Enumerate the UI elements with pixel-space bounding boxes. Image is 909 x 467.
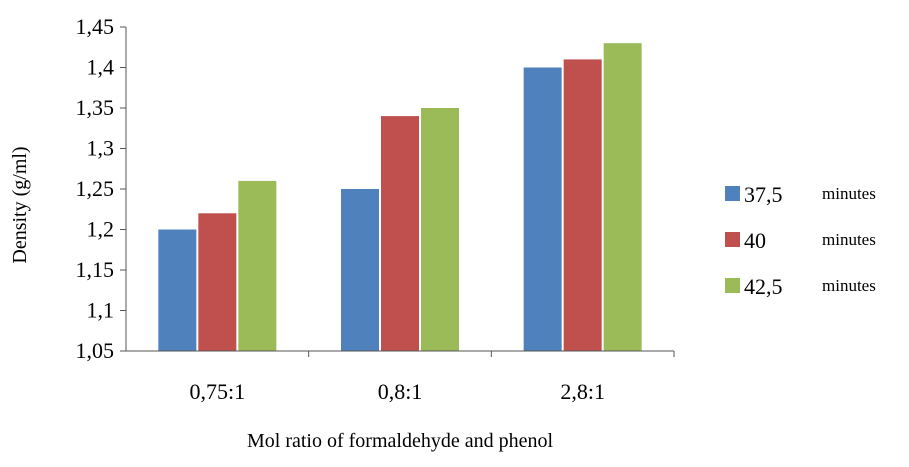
y-tick-label: 1,15 [76,257,115,282]
legend-swatch [725,232,740,247]
y-tick-label: 1,2 [87,217,115,242]
y-tick-label: 1,35 [76,95,115,120]
y-axis-ticks: 1,05 1,1 1,15 1,2 1,25 1,3 1,35 1,4 1,45 [76,14,126,363]
y-tick-label: 1,05 [76,338,115,363]
bar [198,213,237,351]
bars [158,43,642,352]
bar [421,108,459,351]
x-axis-title: Mol ratio of formaldehyde and phenol [247,430,553,452]
legend-series-name: 37,5 [744,182,783,207]
legend-series-name: 40 [744,228,766,253]
legend: 37,5 minutes 40 minutes 42,5 minutes [725,182,876,299]
x-tick-label: 0,75:1 [190,379,246,404]
bar [158,229,197,351]
legend-series-unit: minutes [822,184,876,203]
legend-swatch [725,186,740,201]
bar [238,180,277,351]
bar [563,59,602,352]
bar [381,116,419,351]
axes [125,27,675,357]
y-tick-label: 1,4 [87,55,115,80]
x-axis-tick-labels: 0,75:1 0,8:1 2,8:1 [190,379,605,404]
bar [341,189,379,351]
y-tick-label: 1,1 [87,298,115,323]
bar [523,67,562,351]
y-tick-label: 1,25 [76,176,115,201]
x-tick-label: 2,8:1 [560,379,605,404]
x-tick-label: 0,8:1 [378,379,423,404]
legend-series-name: 42,5 [744,274,783,299]
y-axis-title: Density (g/ml) [9,146,31,263]
legend-swatch [725,278,740,293]
legend-series-unit: minutes [822,276,876,295]
bar [603,43,642,351]
y-tick-label: 1,45 [76,14,115,39]
y-tick-label: 1,3 [87,136,115,161]
legend-series-unit: minutes [822,230,876,249]
